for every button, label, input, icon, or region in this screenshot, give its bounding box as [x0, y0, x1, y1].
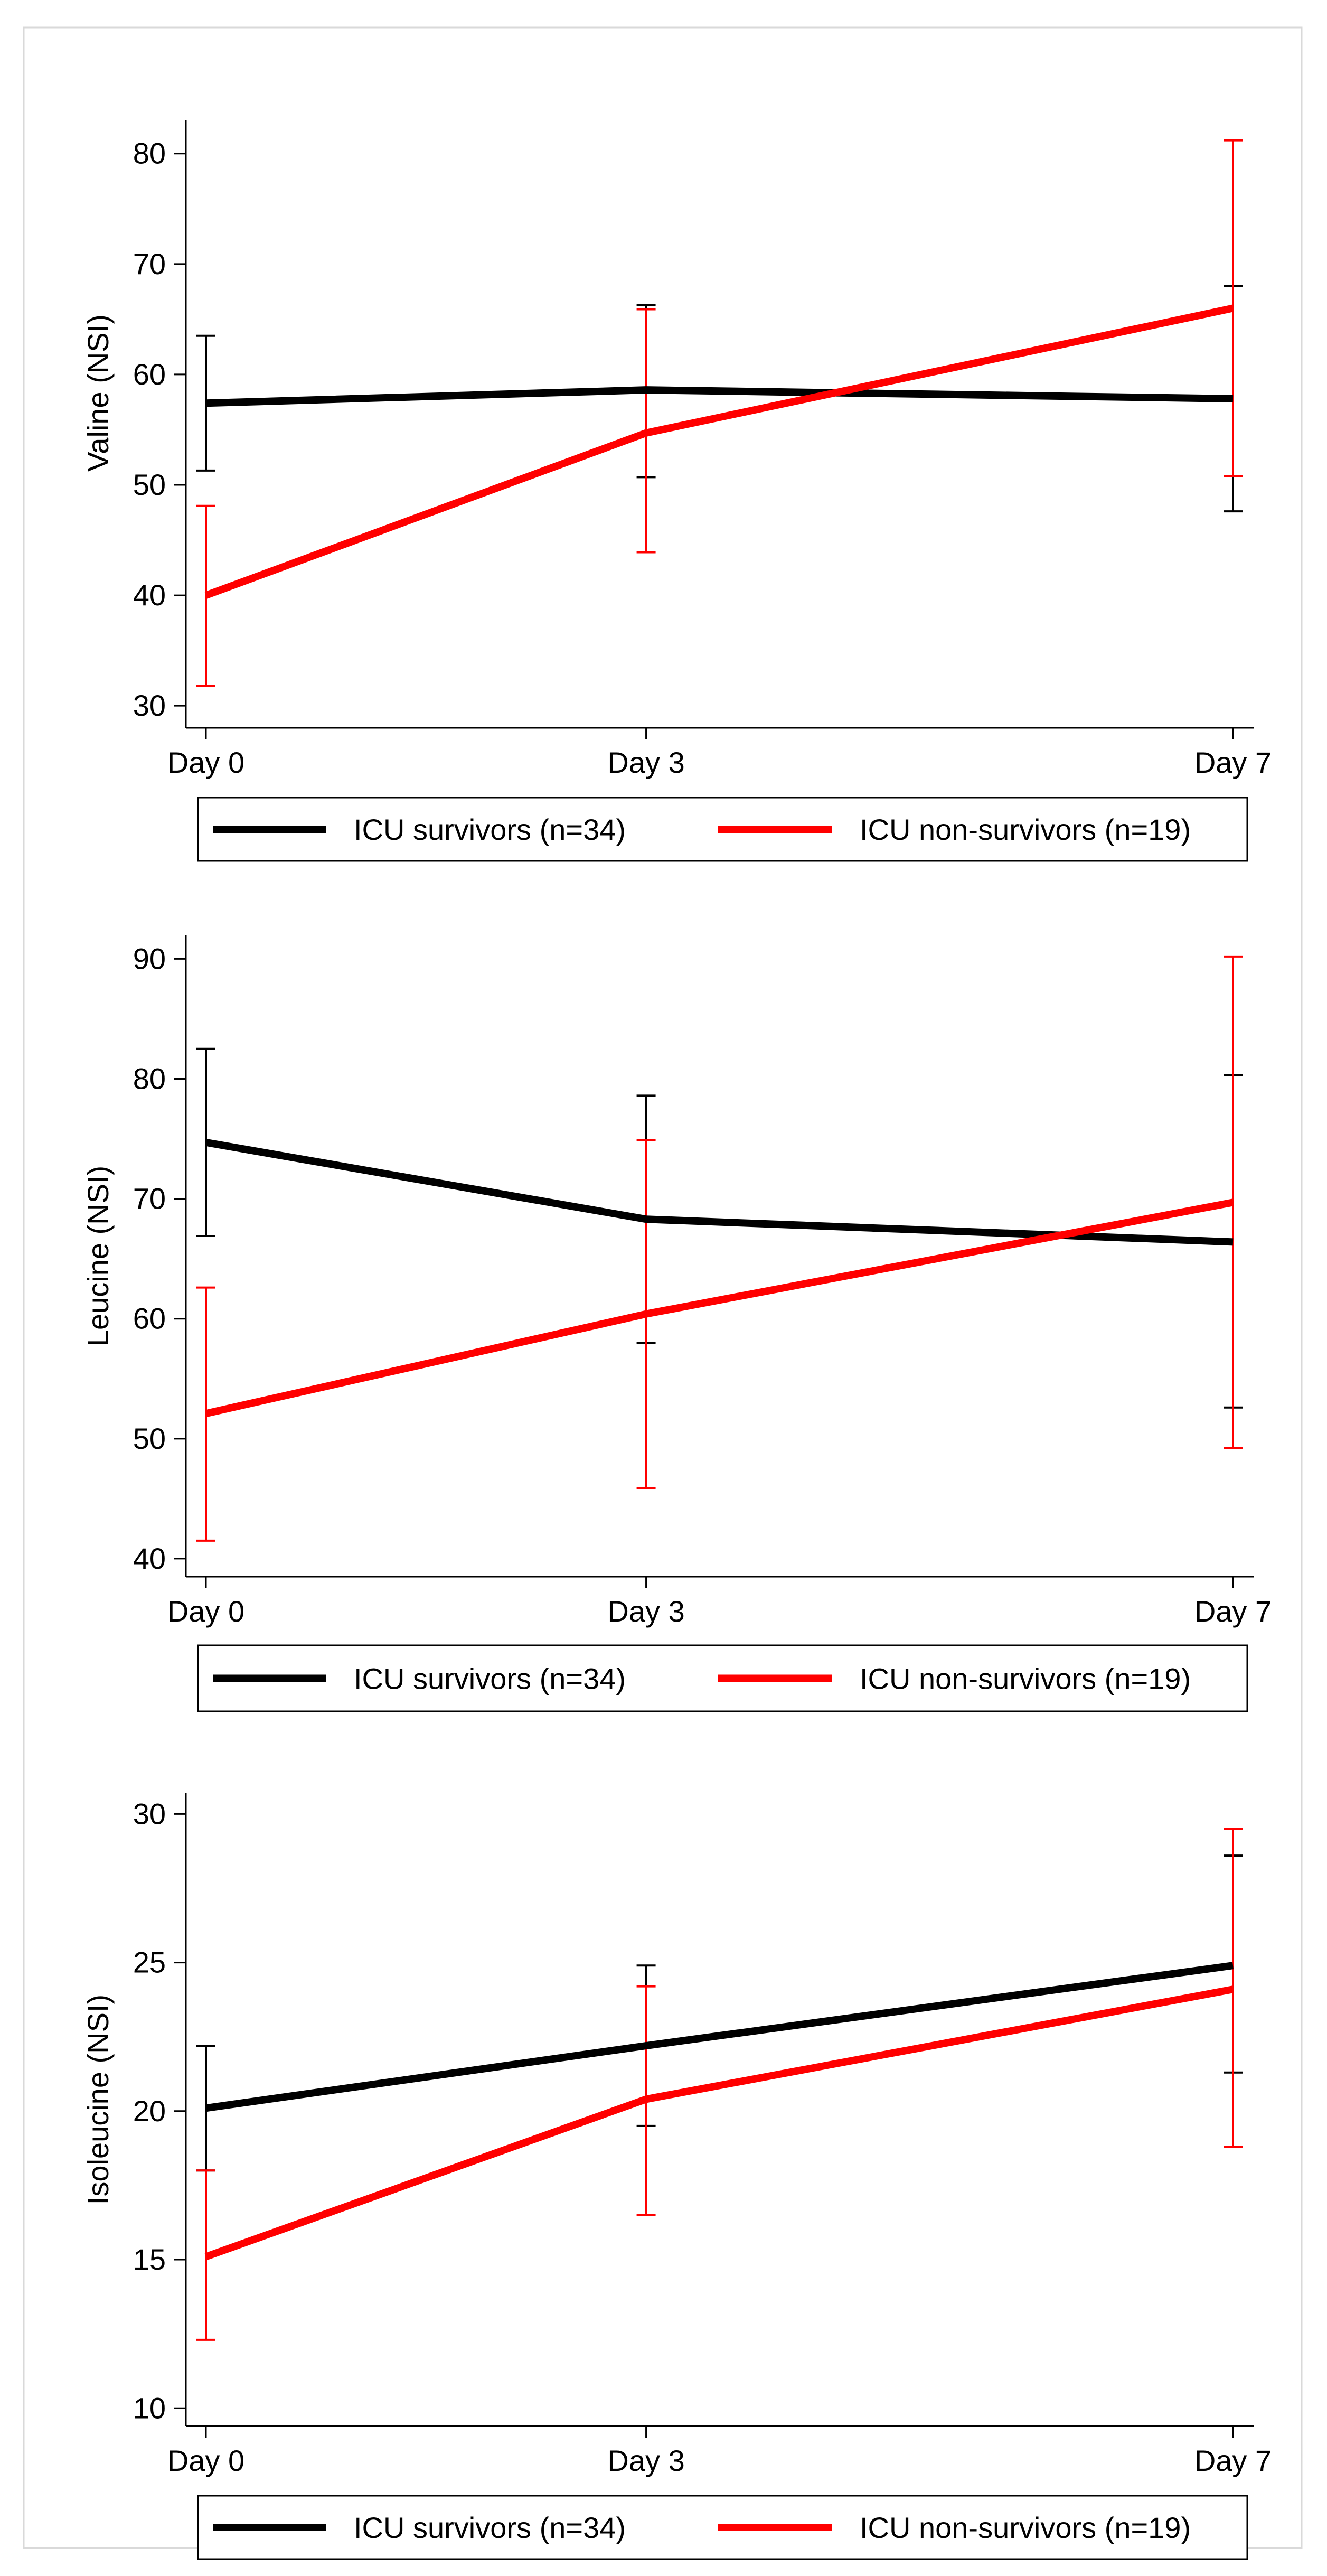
error-bar	[196, 504, 215, 687]
y-axis-title: Valine (NSI)	[81, 314, 115, 472]
y-tick-label: 30	[133, 1797, 166, 1830]
error-bar	[1224, 1828, 1243, 2148]
legend: ICU survivors (n=34) ICU non-survivors (n…	[197, 2495, 1248, 2560]
series-line-icu-non-survivors	[204, 304, 1234, 599]
series-line-icu-non-survivors	[204, 1985, 1234, 2260]
y-tick-label: 60	[133, 358, 166, 391]
legend-label-icu-non-survivors: ICU non-survivors (n=19)	[860, 1662, 1191, 1696]
x-tick-label: Day 0	[167, 1595, 244, 1628]
chart-panel-2: 40 50 60 70 80 90 Day 0 Day 3 Day 7 Leucine (NSI)…	[81, 935, 1272, 1712]
legend-label-icu-non-survivors: ICU non-survivors (n=19)	[860, 813, 1191, 846]
y-tick-label: 10	[133, 2391, 166, 2424]
x-tick-label: Day 3	[607, 2444, 684, 2477]
y-axis-title: Leucine (NSI)	[81, 1166, 115, 1346]
chart-panel-3: 10 15 20 25 30 Day 0 Day 3 Day 7 Isoleucine (NSI…	[81, 1793, 1272, 2560]
legend-label-icu-non-survivors: ICU non-survivors (n=19)	[860, 2511, 1191, 2544]
x-tick-label: Day 7	[1194, 1595, 1272, 1628]
y-tick-label: 50	[133, 1422, 166, 1455]
figure-frame	[23, 26, 1303, 2549]
y-tick-label: 40	[133, 1542, 166, 1575]
legend: ICU survivors (n=34) ICU non-survivors (n…	[197, 797, 1248, 862]
x-tick-label: Day 7	[1194, 2444, 1272, 2477]
x-tick-label: Day 3	[607, 1595, 684, 1628]
x-tick-label: Day 7	[1194, 746, 1272, 779]
y-tick-label: 70	[133, 247, 166, 280]
y-tick-label: 30	[133, 689, 166, 722]
y-tick-label: 40	[133, 578, 166, 612]
y-tick-label: 80	[133, 1062, 166, 1095]
y-tick-label: 25	[133, 1946, 166, 1979]
series-line-icu-survivors	[205, 1962, 1234, 2112]
y-tick-label: 15	[133, 2243, 166, 2276]
series-line-icu-survivors	[205, 1138, 1234, 1246]
x-tick-label: Day 0	[167, 2444, 244, 2477]
error-bar	[196, 1286, 215, 1542]
chart-panel-1: 30 40 50 60 70 80 Day 0 Day 3 Day 7 Valine (NSI) I…	[81, 120, 1272, 862]
x-tick-label: Day 3	[607, 746, 684, 779]
series-line-icu-non-survivors	[205, 1198, 1234, 1417]
y-tick-label: 90	[133, 942, 166, 975]
y-tick-label: 80	[133, 137, 166, 170]
series-line-icu-survivors	[205, 386, 1234, 407]
legend-label-icu-survivors: ICU survivors (n=34)	[354, 813, 626, 846]
y-tick-label: 60	[133, 1302, 166, 1335]
y-tick-label: 70	[133, 1182, 166, 1215]
legend-label-icu-survivors: ICU survivors (n=34)	[354, 2511, 626, 2544]
x-tick-label: Day 0	[167, 746, 244, 779]
legend: ICU survivors (n=34) ICU non-survivors (n…	[197, 1644, 1248, 1712]
y-tick-label: 20	[133, 2094, 166, 2128]
legend-label-icu-survivors: ICU survivors (n=34)	[354, 1662, 626, 1696]
y-axis-title: Isoleucine (NSI)	[81, 1994, 115, 2205]
y-tick-label: 50	[133, 468, 166, 501]
